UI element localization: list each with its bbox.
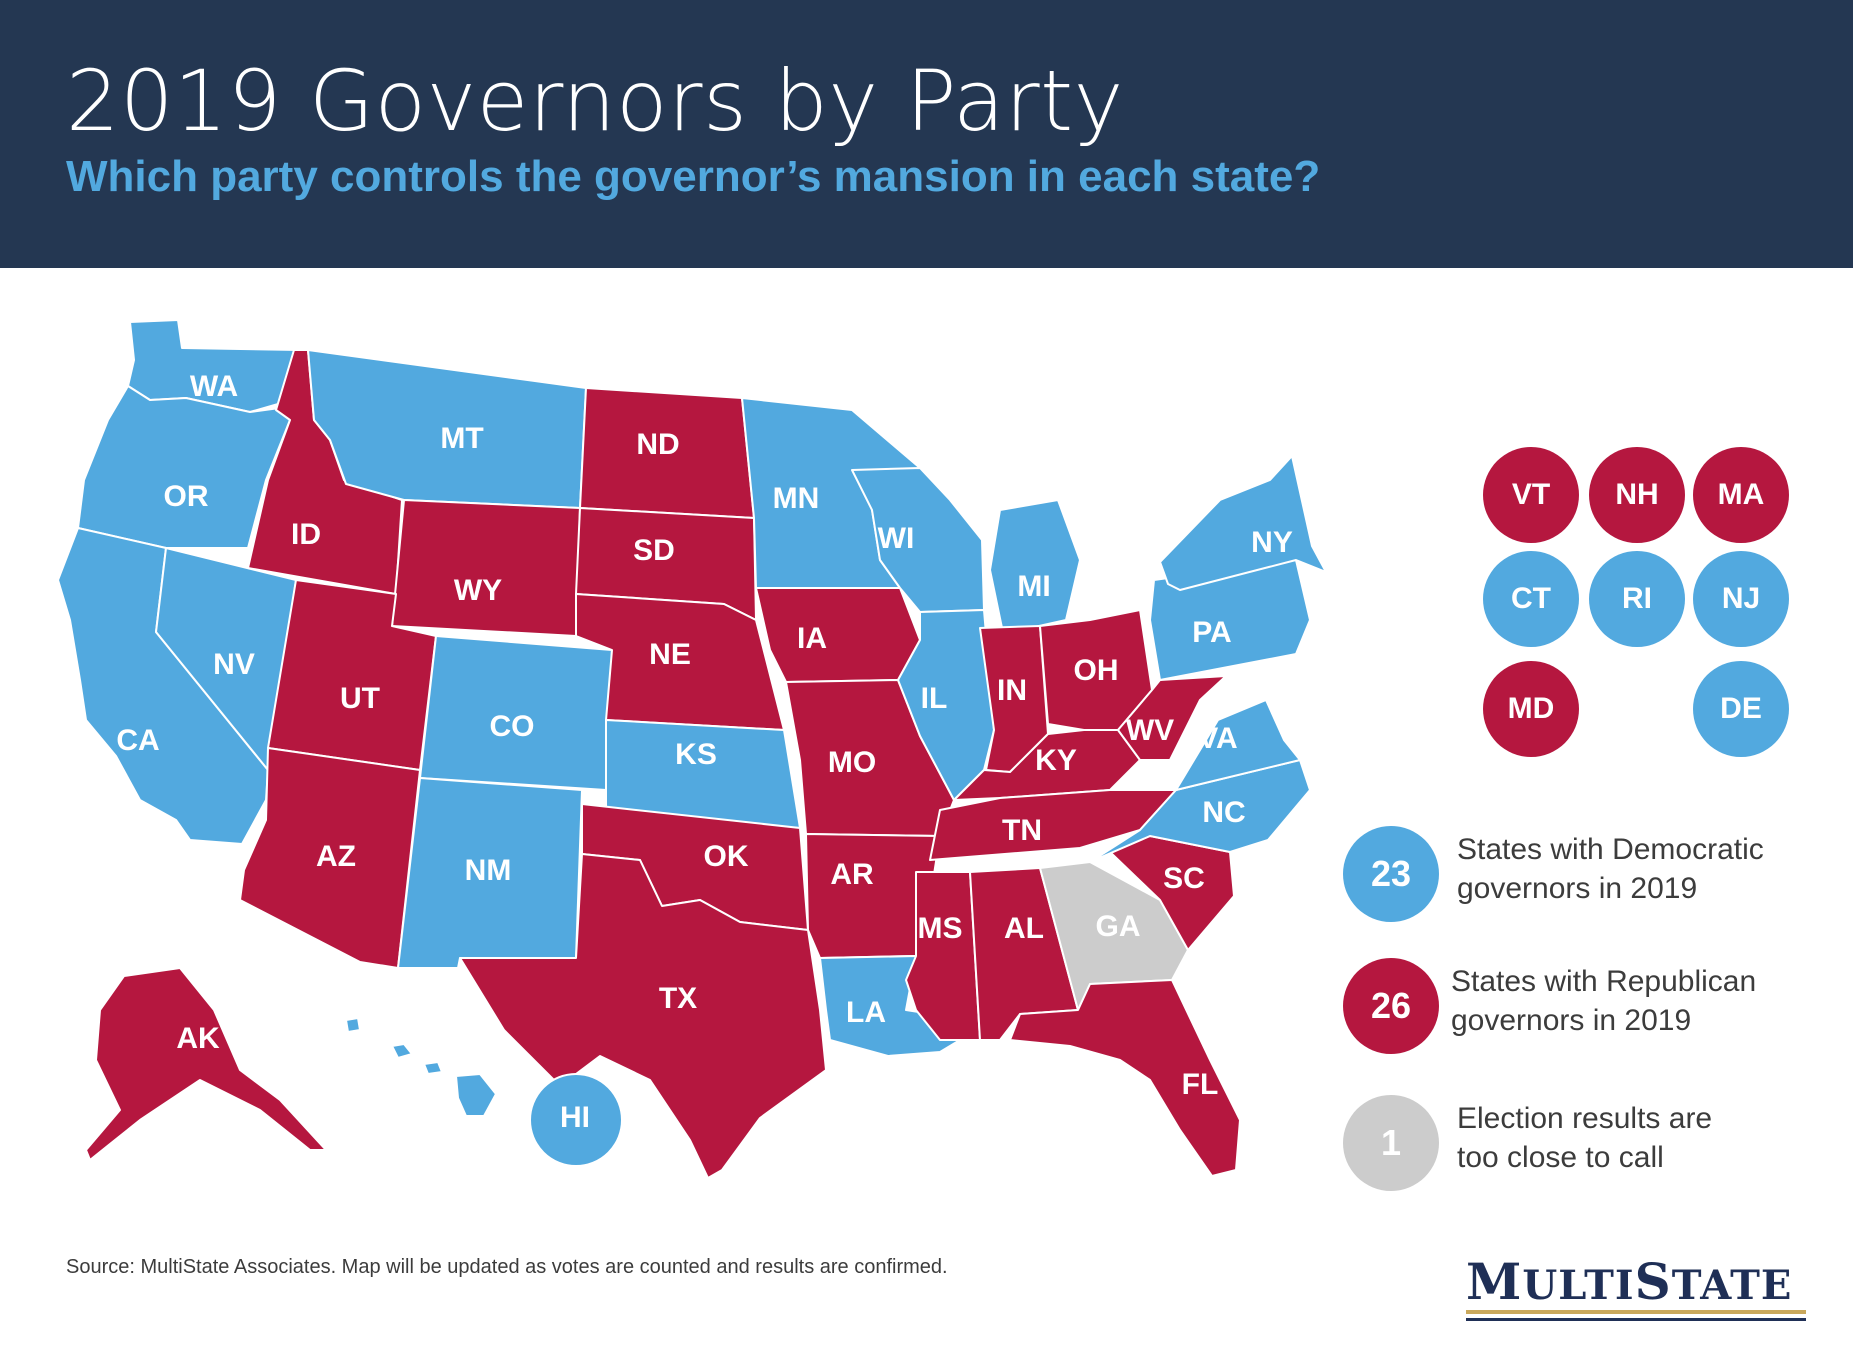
page-title: 2019 Governors by Party: [66, 52, 1124, 150]
state-label-al: AL: [1004, 912, 1044, 945]
header-banner: 2019 Governors by Party Which party cont…: [0, 0, 1853, 268]
state-label-wa: WA: [190, 370, 238, 403]
state-circle-md: MD: [1483, 661, 1579, 757]
logo-wordmark: MULTISTATE: [1466, 1252, 1793, 1311]
legend-text-line: States with Republican: [1451, 965, 1757, 998]
state-ia: [755, 587, 921, 683]
state-hi-part-3: [455, 1073, 497, 1117]
legend-text-line: governors in 2019: [1457, 872, 1698, 905]
state-label-ms: MS: [918, 912, 963, 945]
state-label-ny: NY: [1251, 526, 1293, 559]
state-label-hi: HI: [560, 1101, 590, 1134]
legend-count-republican: 26: [1343, 958, 1439, 1054]
legend-text-line: Election results are: [1457, 1102, 1713, 1135]
state-hi-part-1: [391, 1043, 413, 1059]
state-label-ok: OK: [704, 840, 749, 873]
legend-text-line: governors in 2019: [1451, 1004, 1692, 1037]
state-circle-ct: CT: [1483, 551, 1579, 647]
state-label-ia: IA: [797, 622, 827, 655]
state-label-sc: SC: [1163, 862, 1205, 895]
state-nc: [1089, 759, 1311, 863]
state-circle-nh: NH: [1589, 447, 1685, 543]
state-fl: [1009, 979, 1241, 1177]
state-label-mn: MN: [773, 482, 820, 515]
legend-text-undecided: Election results are too close to call: [1457, 1099, 1817, 1177]
state-circle-ri: RI: [1589, 551, 1685, 647]
state-label-or: OR: [164, 480, 209, 513]
state-label-ks: KS: [675, 738, 717, 771]
state-label-sd: SD: [633, 534, 675, 567]
multistate-logo: MULTISTATE: [1466, 1252, 1806, 1322]
state-hi-part-0: [345, 1017, 361, 1033]
state-label-la: LA: [846, 996, 886, 1029]
legend-text-republican: States with Republican governors in 2019: [1451, 962, 1811, 1040]
us-governors-map: WA OR CA NV ID MT WY UT AZ CO NM ND SD NE KS OK TX MN IA MO…: [57, 319, 1327, 1179]
state-label-ut: UT: [340, 682, 380, 715]
state-label-wv: WV: [1126, 714, 1174, 747]
state-label-ga: GA: [1096, 910, 1141, 943]
state-mi: [989, 499, 1081, 629]
state-label-co: CO: [490, 710, 535, 743]
state-label-mo: MO: [828, 746, 876, 779]
page-subtitle: Which party controls the governor’s mans…: [66, 152, 1321, 201]
state-or: [77, 385, 295, 549]
legend-text-line: too close to call: [1457, 1141, 1664, 1174]
source-note: Source: MultiState Associates. Map will …: [66, 1256, 948, 1278]
state-label-nv: NV: [213, 648, 255, 681]
legend-count-democratic: 23: [1343, 826, 1439, 922]
state-label-in: IN: [997, 674, 1027, 707]
state-label-tx: TX: [659, 982, 697, 1015]
state-circle-nj: NJ: [1693, 551, 1789, 647]
state-label-wi: WI: [878, 522, 915, 555]
state-ny: [1159, 455, 1327, 591]
state-label-az: AZ: [316, 840, 356, 873]
state-label-mi: MI: [1017, 570, 1050, 603]
state-label-va: VA: [1198, 722, 1237, 755]
state-label-ky: KY: [1035, 744, 1077, 777]
state-label-fl: FL: [1182, 1068, 1219, 1101]
state-label-ne: NE: [649, 638, 691, 671]
state-va: [1109, 699, 1301, 791]
state-label-ar: AR: [830, 858, 874, 891]
state-label-nd: ND: [636, 428, 679, 461]
logo-rule: [1466, 1318, 1806, 1321]
state-label-nm: NM: [465, 854, 512, 887]
logo-rule: [1466, 1310, 1806, 1314]
state-label-wy: WY: [454, 574, 502, 607]
state-tx: [459, 853, 827, 1179]
state-label-mt: MT: [440, 422, 483, 455]
state-hi-circle: [529, 1073, 623, 1167]
legend-text-line: States with Democratic: [1457, 833, 1764, 866]
state-label-id: ID: [291, 518, 321, 551]
state-label-oh: OH: [1074, 654, 1119, 687]
state-label-il: IL: [921, 682, 948, 715]
legend-count-undecided: 1: [1343, 1095, 1439, 1191]
state-label-pa: PA: [1192, 616, 1231, 649]
state-wv: [1117, 675, 1227, 761]
state-label-ca: CA: [116, 724, 159, 757]
state-label-nc: NC: [1202, 796, 1245, 829]
state-circle-de: DE: [1693, 661, 1789, 757]
state-label-ak: AK: [176, 1022, 220, 1055]
state-label-tn: TN: [1002, 814, 1042, 847]
state-wy: [391, 499, 581, 637]
state-circle-ma: MA: [1693, 447, 1789, 543]
state-ak: [85, 967, 327, 1161]
state-hi-part-2: [423, 1061, 443, 1075]
legend-text-democratic: States with Democratic governors in 2019: [1457, 830, 1817, 908]
state-circle-vt: VT: [1483, 447, 1579, 543]
